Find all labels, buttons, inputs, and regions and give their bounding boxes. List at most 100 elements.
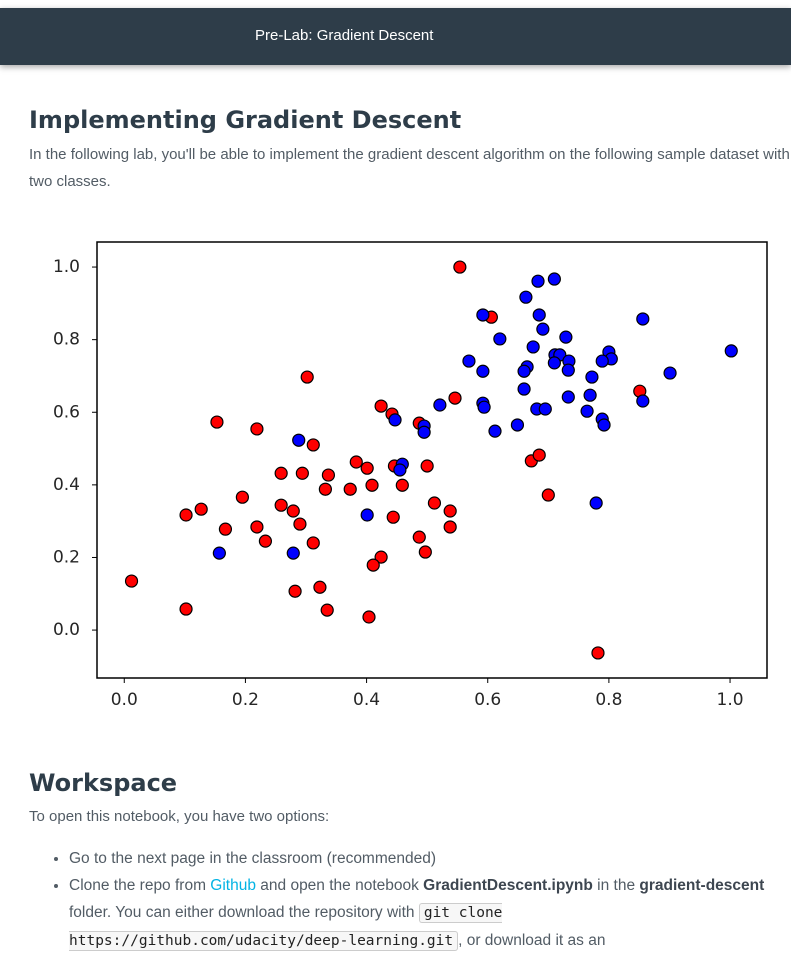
point [547,272,561,286]
point [561,363,575,377]
point [258,534,273,548]
text: in the [592,877,640,894]
point [320,603,334,617]
point [517,382,531,396]
point [293,517,307,531]
workspace-text: To open this notebook, you have two opti… [29,808,330,825]
point [360,508,374,522]
point [179,508,193,522]
point [476,308,490,322]
point [386,510,400,524]
point [561,390,575,404]
text: folder. You can either download the repo… [69,904,419,921]
x-tick-label: 0.0 [111,690,138,710]
point [321,468,336,482]
x-tick-label: 0.2 [232,690,259,710]
point [412,530,426,544]
point [393,463,407,477]
point [124,574,139,588]
point [433,398,447,412]
point [295,466,309,480]
point [250,422,264,436]
point [448,391,462,405]
point [366,558,380,572]
point [585,370,599,384]
point [418,545,432,559]
point [318,482,332,496]
point [589,496,603,510]
point [453,260,467,274]
point [288,584,302,598]
point [374,399,388,413]
point [349,455,363,469]
option-list: Go to the next page in the classroom (re… [29,845,769,955]
list-item: Go to the next page in the classroom (re… [69,845,769,872]
point [235,490,249,504]
header-bar: Pre-Lab: Gradient Descent [0,8,791,65]
y-tick-label: 0.8 [53,330,80,350]
x-tick-label: 0.8 [595,690,622,710]
point [462,354,476,368]
point [532,308,546,322]
point [519,290,533,304]
scatter-chart: 0.0 0.2 0.4 0.6 0.8 1.0 0.0 0.2 0.4 0.6 0.8 1.0 [53,241,768,710]
point [306,438,320,452]
x-tick-label: 0.6 [474,690,501,710]
bold-text: gradient-descent [639,877,765,894]
point [532,448,546,462]
point [541,488,555,502]
point [274,466,288,480]
point [517,364,531,378]
point [395,478,409,492]
point [636,394,650,408]
point [547,356,561,370]
link-text[interactable]: Github [210,877,256,894]
point [374,550,388,564]
point [526,340,540,354]
point [210,415,224,429]
point [292,433,306,447]
point [493,332,507,346]
point [559,330,573,344]
section-heading: Implementing Gradient Descent [29,106,462,134]
intro-text: In the following lab, you'll be able to … [29,146,790,190]
point [274,498,288,512]
point [306,536,320,550]
x-tick-label: 0.4 [353,690,380,710]
point [286,504,300,518]
text: Go to the next page in the classroom (re… [69,850,437,867]
point [583,388,597,402]
y-tick-label: 0.2 [53,547,80,567]
point [212,546,226,560]
point [591,646,605,660]
list-item: Clone the repo from Github and open the … [69,872,769,955]
point [536,322,550,336]
text: and open the notebook [255,877,424,894]
point [597,418,611,432]
point [443,520,457,534]
point [194,502,208,516]
plot-frame [96,241,768,679]
point [360,461,374,475]
y-tick-label: 0.6 [53,402,80,422]
point [476,364,490,378]
point [595,354,609,368]
bold-text: GradientDescent.ipynb [423,877,593,894]
y-tick-label: 1.0 [53,257,80,277]
point [417,425,431,439]
point [488,424,502,438]
header-title: Pre-Lab: Gradient Descent [255,27,434,44]
text: , or download it as an [458,932,606,949]
point [313,580,327,594]
text: Clone the repo from [69,877,211,894]
point [365,478,379,492]
point [179,602,193,616]
point [250,520,264,534]
point [477,400,491,414]
point [300,370,314,384]
point [362,610,376,624]
point [724,344,738,358]
point [286,546,300,560]
point [427,496,442,510]
